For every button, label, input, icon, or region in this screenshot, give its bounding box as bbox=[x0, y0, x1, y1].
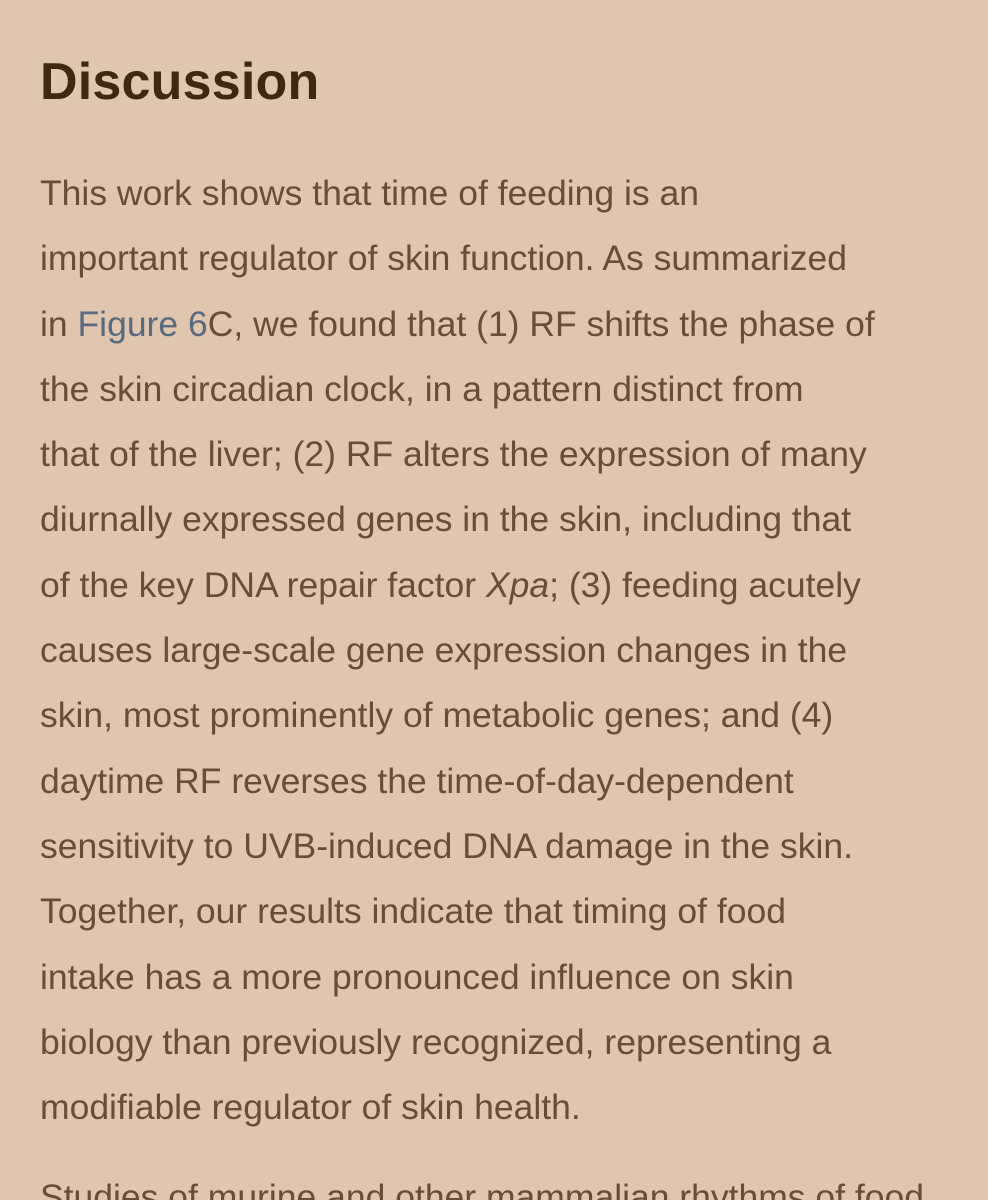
text-line: in Figure 6C, we found that (1) RF shift… bbox=[40, 292, 970, 357]
text-line: causes large-scale gene expression chang… bbox=[40, 630, 848, 671]
text-line: Studies of murine and other mammalian rh… bbox=[40, 1177, 924, 1200]
text-line: diurnally expressed genes in the skin, i… bbox=[40, 499, 852, 540]
next-paragraph: Studies of murine and other mammalian rh… bbox=[40, 1165, 970, 1200]
text-line: the skin circadian clock, in a pattern d… bbox=[40, 368, 804, 409]
text-line: Together, our results indicate that timi… bbox=[40, 891, 786, 932]
text-fragment: in bbox=[40, 303, 78, 344]
gene-name: Xpa bbox=[485, 564, 550, 605]
text-line: daytime RF reverses the time-of-day-depe… bbox=[40, 760, 794, 801]
section-heading: Discussion bbox=[40, 53, 320, 111]
text-line: skin, most prominently of metabolic gene… bbox=[40, 695, 834, 736]
figure-link[interactable]: Figure 6 bbox=[77, 303, 208, 344]
text-fragment: ; (3) feeding acutely bbox=[549, 564, 861, 605]
text-line: modifiable regulator of skin health. bbox=[40, 1087, 581, 1128]
text-line: This work shows that time of feeding is … bbox=[40, 173, 700, 213]
text-fragment: of the key DNA repair factor bbox=[40, 564, 486, 605]
text-line: important regulator of skin function. As… bbox=[40, 238, 848, 279]
text-line: biology than previously recognized, repr… bbox=[40, 1021, 832, 1062]
text-line: sensitivity to UVB-induced DNA damage in… bbox=[40, 825, 853, 866]
text-line: that of the liver; (2) RF alters the exp… bbox=[40, 434, 867, 475]
text-fragment: C, we found that (1) RF shifts the phase… bbox=[207, 303, 875, 344]
text-line: intake has a more pronounced influence o… bbox=[40, 956, 794, 997]
text-line: of the key DNA repair factor Xpa; (3) fe… bbox=[40, 553, 970, 618]
discussion-paragraph: This work shows that time of feeding is … bbox=[40, 161, 970, 1140]
